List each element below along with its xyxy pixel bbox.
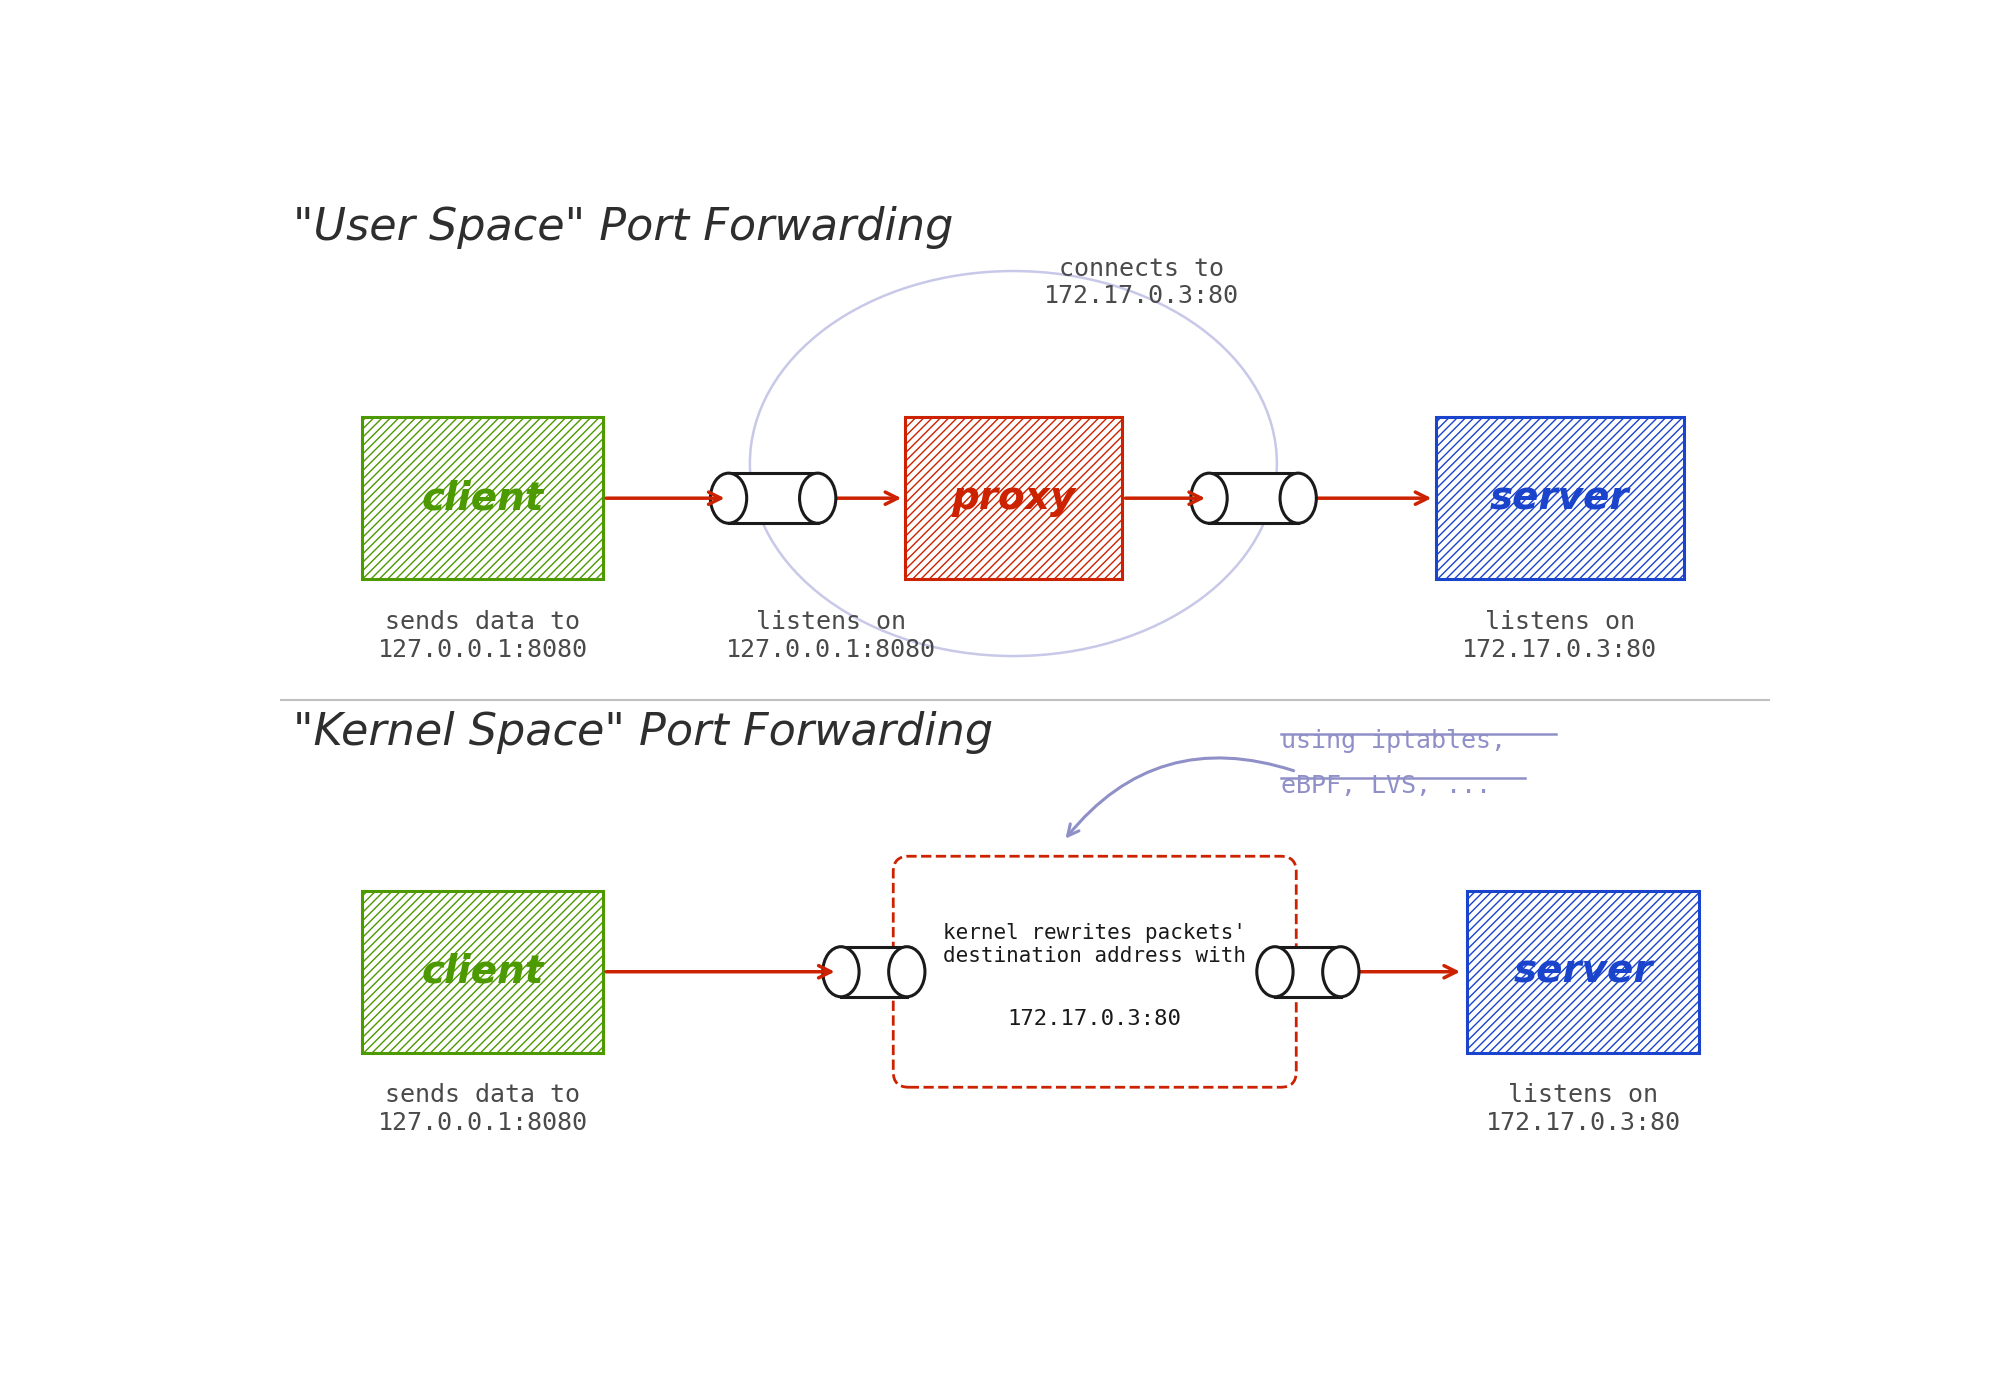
Bar (728, 473, 818, 523)
Bar (1210, 473, 1298, 523)
Ellipse shape (710, 473, 746, 523)
FancyBboxPatch shape (894, 857, 1296, 1087)
Bar (362, 417, 602, 579)
Text: sends data to
127.0.0.1:8080: sends data to 127.0.0.1:8080 (378, 1084, 588, 1135)
Text: "User Space" Port Forwarding: "User Space" Port Forwarding (292, 205, 954, 248)
Bar (1436, 417, 1684, 579)
Bar (1466, 891, 1700, 1052)
Ellipse shape (1190, 473, 1228, 523)
Bar (362, 417, 602, 579)
Ellipse shape (1256, 947, 1294, 997)
Bar (1274, 947, 1340, 997)
Ellipse shape (1322, 947, 1358, 997)
Ellipse shape (822, 947, 860, 997)
Bar (840, 947, 906, 997)
Text: using iptables,: using iptables, (1280, 729, 1506, 753)
Text: 172.17.0.3:80: 172.17.0.3:80 (1008, 1009, 1182, 1030)
Ellipse shape (1280, 473, 1316, 523)
Text: connects to
172.17.0.3:80: connects to 172.17.0.3:80 (1044, 256, 1238, 309)
Bar (1436, 417, 1684, 579)
Text: kernel rewrites packets'
destination address with: kernel rewrites packets' destination add… (944, 923, 1246, 966)
Ellipse shape (888, 947, 924, 997)
Text: eBPF, LVS, ...: eBPF, LVS, ... (1280, 773, 1490, 798)
Bar (362, 891, 602, 1052)
Bar (904, 417, 1122, 579)
Text: client: client (422, 480, 544, 517)
Text: client: client (422, 952, 544, 991)
Text: sends data to
127.0.0.1:8080: sends data to 127.0.0.1:8080 (378, 610, 588, 661)
Text: listens on
172.17.0.3:80: listens on 172.17.0.3:80 (1462, 610, 1658, 661)
Ellipse shape (800, 473, 836, 523)
Text: server: server (1514, 952, 1652, 991)
Text: listens on
172.17.0.3:80: listens on 172.17.0.3:80 (1486, 1084, 1680, 1135)
Text: server: server (1490, 480, 1630, 517)
Bar (1466, 891, 1700, 1052)
Bar (362, 891, 602, 1052)
Text: "Kernel Space" Port Forwarding: "Kernel Space" Port Forwarding (292, 711, 992, 754)
Text: proxy: proxy (952, 480, 1076, 517)
Bar (904, 417, 1122, 579)
Text: listens on
127.0.0.1:8080: listens on 127.0.0.1:8080 (726, 610, 936, 661)
